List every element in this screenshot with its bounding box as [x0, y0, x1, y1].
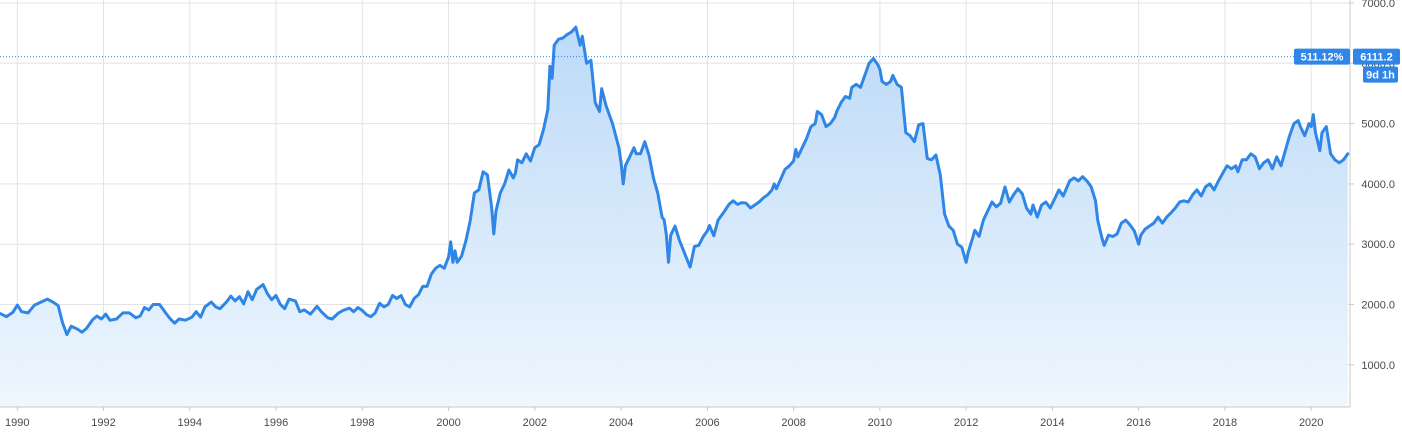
x-tick-label: 2000 — [436, 417, 460, 429]
x-tick-label: 1998 — [350, 417, 374, 429]
axes — [0, 0, 1351, 408]
x-tick-label: 2020 — [1299, 417, 1323, 429]
current-price-label: 6111.2 — [1360, 52, 1392, 64]
series-line — [0, 25, 1350, 337]
price-badge-bg — [1353, 48, 1400, 65]
change-badge: 511.12% — [1294, 48, 1350, 65]
y-tick-label: 2000.0 — [1361, 299, 1395, 311]
x-tick-label: 1992 — [91, 417, 115, 429]
x-tick-label: 2014 — [1040, 417, 1064, 429]
x-tick-label: 2012 — [954, 417, 978, 429]
countdown-badge: 9d 1h — [1363, 66, 1398, 83]
change-badge-bg — [1294, 48, 1350, 65]
area-path — [0, 27, 1348, 407]
series-line-path[interactable] — [0, 25, 1350, 337]
x-tick-label: 2008 — [781, 417, 805, 429]
y-tick-label: 7000.0 — [1361, 0, 1395, 10]
current-price-markers: 511.12% 6111.2 9d 1h — [0, 48, 1400, 83]
y-tick-label: 1000.0 — [1361, 360, 1395, 372]
countdown-label: 9d 1h — [1366, 70, 1395, 82]
x-tick-label: 2018 — [1213, 417, 1237, 429]
x-tick-label: 1990 — [5, 417, 29, 429]
x-tick-label: 1996 — [264, 417, 288, 429]
x-tick-label: 2016 — [1126, 417, 1150, 429]
area-fill — [0, 27, 1348, 407]
y-tick-label: 3000.0 — [1361, 239, 1395, 251]
x-tick-label: 2010 — [868, 417, 892, 429]
x-tick-label: 2002 — [523, 417, 547, 429]
x-tick-label: 2004 — [609, 417, 633, 429]
change-percent-label: 511.12% — [1301, 52, 1344, 64]
x-tick-label: 2006 — [695, 417, 719, 429]
price-badge: 6111.2 — [1353, 48, 1400, 65]
x-tick-label: 1994 — [178, 417, 202, 429]
y-tick-label: 4000.0 — [1361, 179, 1395, 191]
countdown-badge-bg — [1363, 66, 1398, 83]
y-tick-label: 5000.0 — [1361, 119, 1395, 131]
